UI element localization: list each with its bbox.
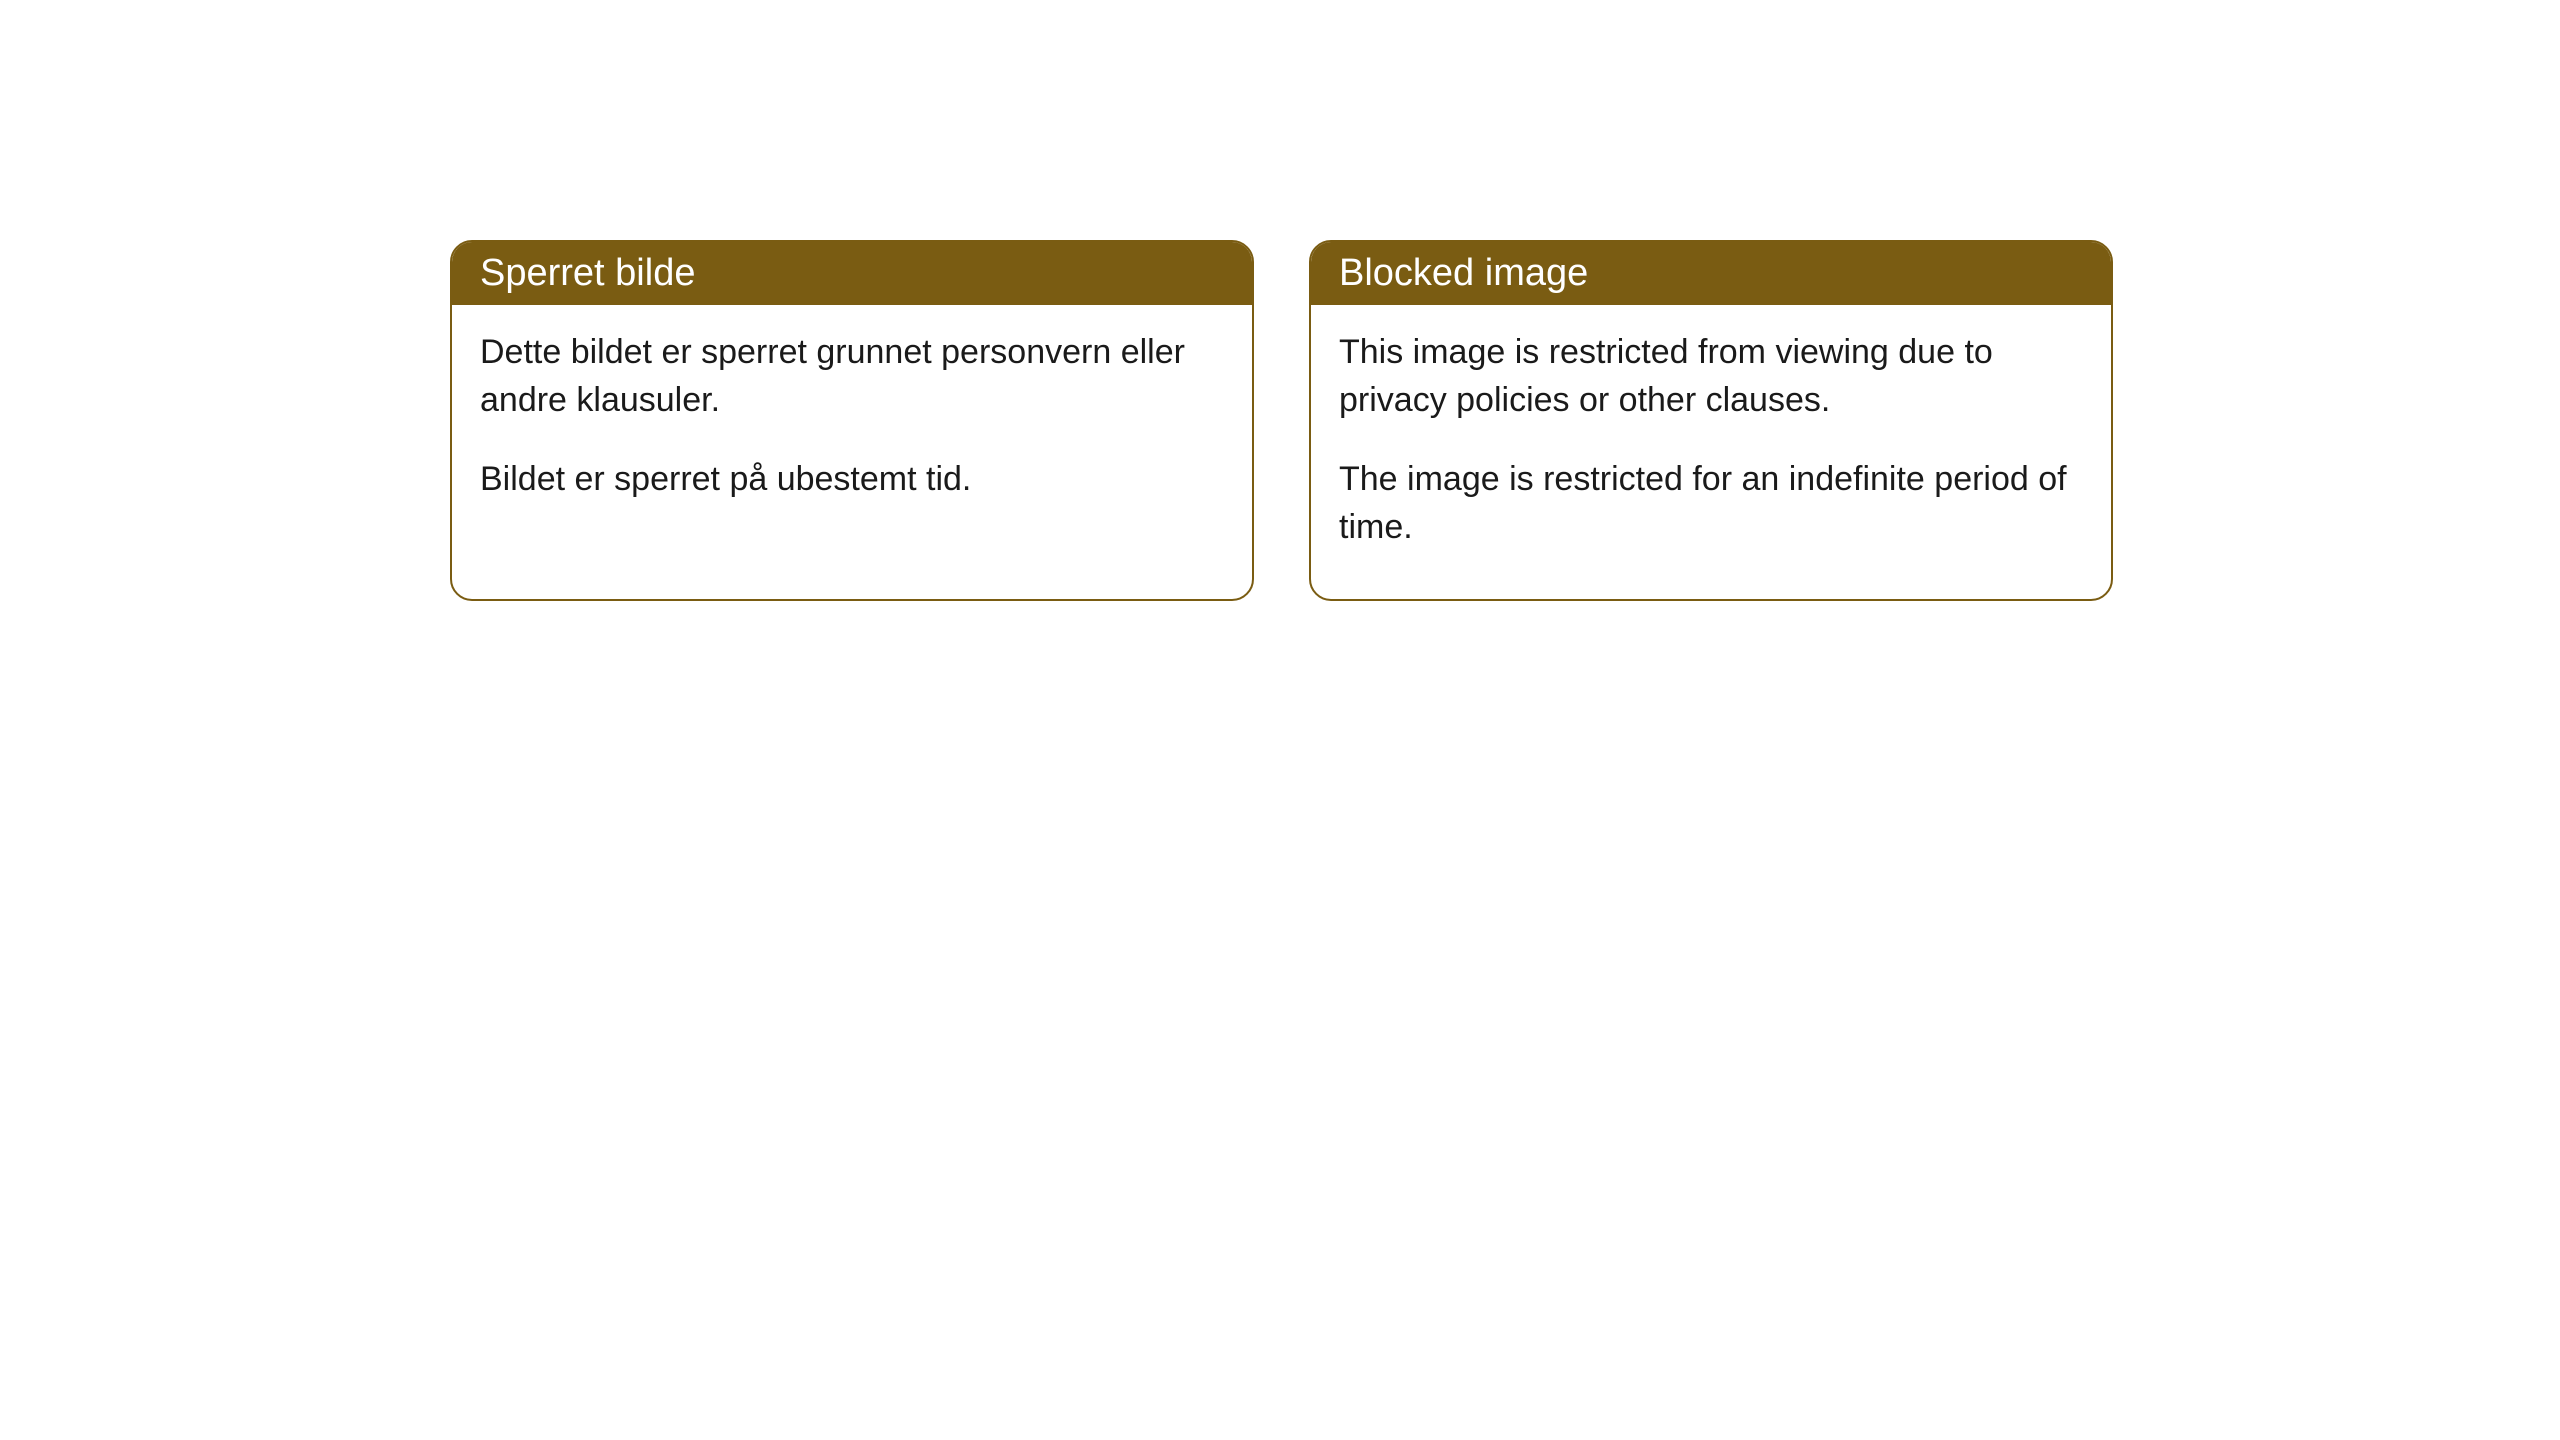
card-body: Dette bildet er sperret grunnet personve… (452, 305, 1252, 552)
card-paragraph-1: This image is restricted from viewing du… (1339, 329, 2083, 424)
card-title: Sperret bilde (480, 252, 695, 294)
card-title: Blocked image (1339, 252, 1588, 294)
card-paragraph-2: Bildet er sperret på ubestemt tid. (480, 456, 1224, 504)
card-body: This image is restricted from viewing du… (1311, 305, 2111, 599)
card-paragraph-1: Dette bildet er sperret grunnet personve… (480, 329, 1224, 424)
blocked-image-card-english: Blocked image This image is restricted f… (1309, 240, 2113, 601)
cards-container: Sperret bilde Dette bildet er sperret gr… (0, 0, 2560, 601)
card-header: Blocked image (1311, 242, 2111, 305)
card-paragraph-2: The image is restricted for an indefinit… (1339, 456, 2083, 551)
blocked-image-card-norwegian: Sperret bilde Dette bildet er sperret gr… (450, 240, 1254, 601)
card-header: Sperret bilde (452, 242, 1252, 305)
